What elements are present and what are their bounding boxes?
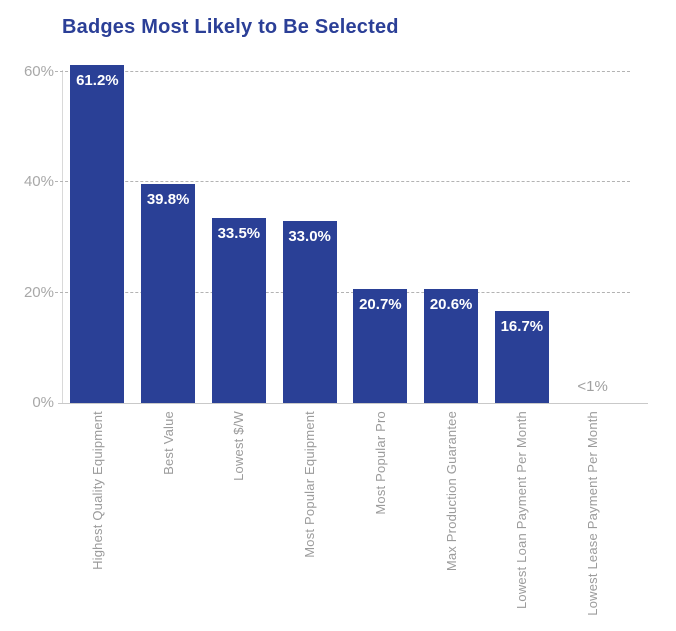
bar-column-max-production-guarantee: 20.6%	[416, 50, 487, 403]
x-label-column-most-popular-equipment: Most Popular Equipment	[274, 411, 345, 626]
plot-area: 61.2% 39.8% 33.5% 33.0% 20.7% 20.6% 16.7% <1% 0…	[24, 50, 648, 411]
x-label-column-max-production-guarantee: Max Production Guarantee	[416, 411, 487, 626]
y-tick-label-60: 60%	[23, 63, 54, 81]
y-tick-label-0: 0%	[32, 394, 54, 411]
gridline-20	[55, 291, 630, 293]
bars-container: 61.2% 39.8% 33.5% 33.0% 20.7% 20.6% 16.7% <1%	[62, 50, 628, 403]
x-category-label: Best Value	[160, 411, 176, 475]
bar-column-best-value: 39.8%	[133, 50, 204, 403]
chart-title: Badges Most Likely to Be Selected	[62, 16, 399, 38]
bar-column-highest-quality-equipment: 61.2%	[62, 50, 133, 403]
x-label-column-best-value: Best Value	[133, 411, 204, 626]
x-category-label: Lowest Loan Payment Per Month	[514, 411, 530, 610]
bar-max-production-guarantee: 20.6%	[424, 289, 479, 403]
bar-column-lowest-lease-payment-per-month: <1%	[557, 50, 628, 403]
gridline-60	[55, 71, 630, 73]
bar-value-label: 33.0%	[288, 228, 331, 246]
x-axis-line	[58, 403, 648, 404]
x-label-column-lowest-lease-payment-per-month: Lowest Lease Payment Per Month	[557, 411, 628, 626]
bar-value-label: 16.7%	[500, 317, 544, 335]
x-category-label: Most Popular Pro	[372, 411, 388, 515]
x-axis-labels: Highest Quality Equipment Best Value Lowes…	[62, 411, 628, 626]
bar-most-popular-pro: 20.7%	[353, 288, 408, 403]
bar-column-lowest-w: 33.5%	[204, 50, 275, 403]
bar-highest-quality-equipment: 61.2%	[70, 65, 125, 403]
bar-lowest-loan-payment-per-month: 16.7%	[494, 310, 549, 403]
gridline-40	[55, 181, 630, 183]
x-label-column-most-popular-pro: Most Popular Pro	[345, 411, 416, 626]
y-tick-label-40: 40%	[23, 173, 54, 191]
bar-most-popular-equipment: 33.0%	[282, 221, 337, 403]
bar-column-most-popular-pro: 20.7%	[345, 50, 416, 403]
below-one-percent-label: <1%	[577, 378, 608, 395]
bar-column-most-popular-equipment: 33.0%	[274, 50, 345, 403]
bar-column-lowest-loan-payment-per-month: 16.7%	[487, 50, 558, 403]
y-axis-line	[62, 70, 63, 403]
x-category-label: Most Popular Equipment	[302, 411, 318, 558]
x-category-label: Lowest $/W	[231, 411, 247, 481]
bar-value-label: 61.2%	[76, 72, 119, 90]
y-tick-label-20: 20%	[23, 283, 54, 301]
x-category-label: Lowest Lease Payment Per Month	[585, 411, 601, 616]
bar-lowest-w: 33.5%	[211, 218, 266, 403]
x-label-column-lowest-w: Lowest $/W	[204, 411, 275, 626]
bar-value-label: 20.6%	[429, 296, 473, 314]
bar-value-label: 20.7%	[359, 295, 402, 313]
bar-value-label: 33.5%	[217, 225, 261, 243]
x-label-column-highest-quality-equipment: Highest Quality Equipment	[62, 411, 133, 626]
bar-value-label: 39.8%	[146, 190, 190, 208]
bar-best-value: 39.8%	[141, 183, 196, 403]
x-category-label: Highest Quality Equipment	[89, 411, 105, 570]
x-category-label: Max Production Guarantee	[443, 411, 459, 572]
x-label-column-lowest-loan-payment-per-month: Lowest Loan Payment Per Month	[487, 411, 558, 626]
